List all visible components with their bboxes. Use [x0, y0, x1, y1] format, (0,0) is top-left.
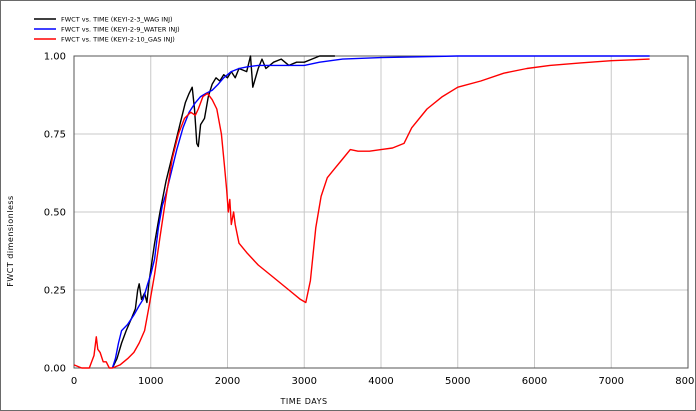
x-tick-label: 5000 — [445, 376, 470, 387]
legend-entry: FWCT vs. TIME (KEYI-2-10_GAS INJ) — [61, 36, 175, 44]
series-line-1 — [111, 55, 335, 369]
series-lines — [73, 55, 650, 369]
legend-entry: FWCT vs. TIME (KEYI-2-9_WATER INJ) — [61, 26, 180, 34]
x-tick-label: 6000 — [522, 376, 547, 387]
x-tick-label: 2000 — [215, 376, 240, 387]
x-tick-label: 4000 — [368, 376, 393, 387]
series-line-3 — [73, 58, 650, 369]
x-axis-label: TIME DAYS — [279, 397, 327, 406]
x-tick-label: 1000 — [138, 376, 163, 387]
legend-entry: FWCT vs. TIME (KEYI-2-3_WAG INJ) — [61, 16, 173, 24]
y-tick-label: 0.25 — [44, 286, 66, 297]
legend: FWCT vs. TIME (KEYI-2-3_WAG INJ) FWCT vs.… — [34, 16, 180, 44]
y-tick-label: 0.75 — [44, 130, 66, 141]
plot-border — [73, 55, 689, 369]
y-tick-label: 0.00 — [44, 364, 66, 375]
x-tick-label: 7000 — [599, 376, 624, 387]
y-tick-label: 0.50 — [44, 208, 66, 219]
y-tick-label: 1.00 — [44, 52, 66, 63]
y-axis-label: FWCT dimensionless — [6, 195, 15, 286]
x-tick-label: 0 — [71, 376, 77, 387]
x-tick-label: 3000 — [292, 376, 317, 387]
plot-area-border — [73, 55, 689, 369]
series-line-2 — [111, 55, 650, 369]
grid — [73, 55, 689, 369]
